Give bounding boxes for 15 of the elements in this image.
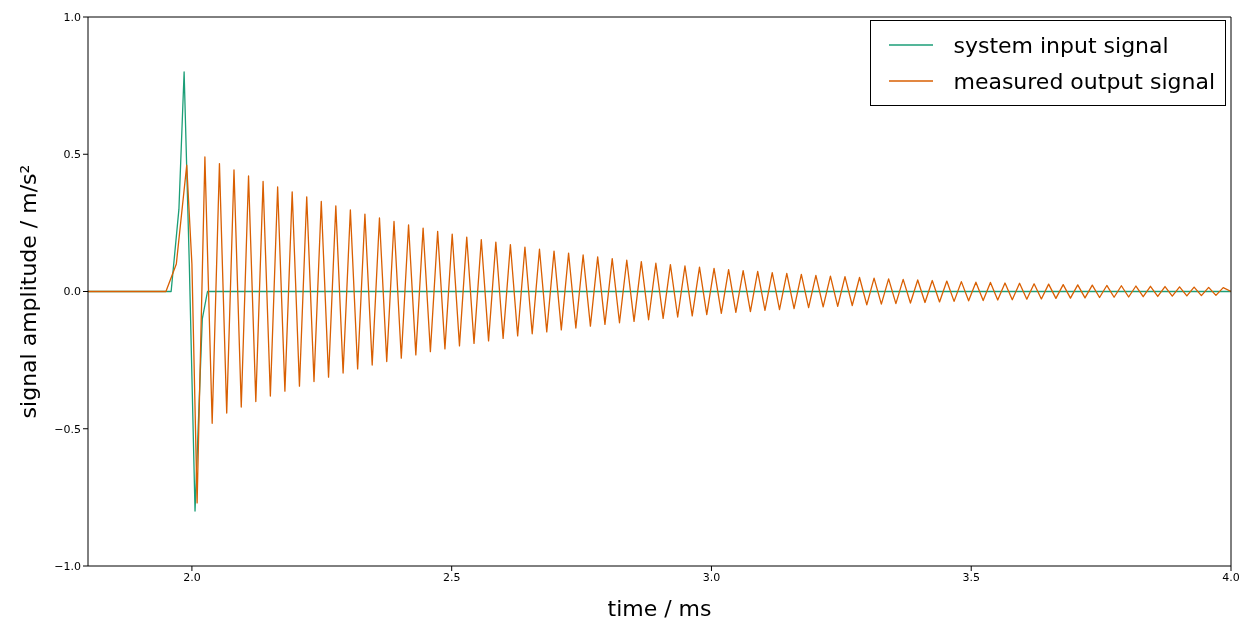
x-tick-label: 2.5	[442, 570, 461, 584]
y-tick-label: 0.0	[63, 285, 81, 299]
legend-label: measured output signal	[953, 68, 1215, 94]
y-tick-label: 0.5	[63, 148, 81, 162]
x-tick-label: 4.0	[1222, 570, 1240, 584]
y-tick-label: −1.0	[54, 559, 81, 573]
y-axis-title: signal amplitude / m/s²	[15, 164, 41, 419]
x-tick-label: 2.0	[183, 570, 201, 584]
legend-label: system input signal	[953, 32, 1169, 58]
line-series	[88, 156, 1231, 504]
x-tick-label: 3.0	[702, 570, 721, 584]
y-tick-label: −0.5	[54, 422, 81, 436]
y-tick-label: 1.0	[63, 10, 81, 24]
x-tick-label: 3.5	[962, 570, 980, 584]
x-axis-title: time / ms	[607, 596, 712, 621]
